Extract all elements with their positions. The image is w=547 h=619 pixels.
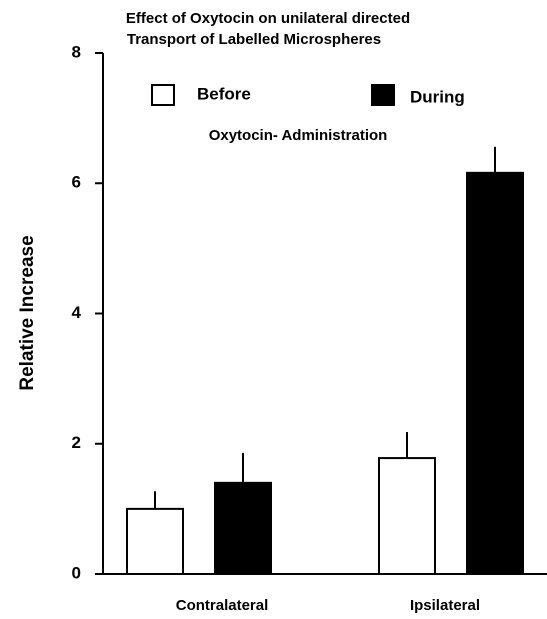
legend-swatch [151,84,175,106]
legend-swatch [371,84,395,106]
y-tick-label: 0 [72,563,81,582]
bar [378,457,436,576]
y-tick-label: 6 [72,173,81,192]
bar [466,171,524,576]
y-tick-label: 2 [72,433,81,452]
y-tick-label: 4 [72,303,82,322]
x-tick-label: Ipsilateral [410,597,480,614]
y-tick-label: 8 [72,42,81,61]
bar [126,507,184,575]
annotation: Oxytocin- Administration [209,127,388,144]
x-tick-label: Contralateral [176,597,269,614]
chart-title: Transport of Labelled Microspheres [127,31,381,48]
y-axis-label: Relative Increase [17,235,38,390]
chart-title: Effect of Oxytocin on unilateral directe… [126,10,410,27]
legend-label: Before [197,84,251,103]
legend-label: During [410,87,465,106]
bar [214,481,272,576]
